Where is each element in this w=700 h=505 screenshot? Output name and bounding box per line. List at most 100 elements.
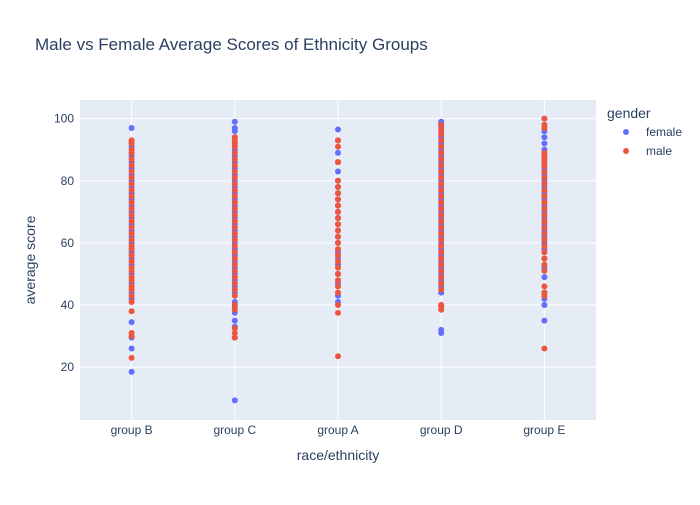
data-point-male xyxy=(438,205,445,212)
data-point-female xyxy=(128,319,135,326)
legend-label-male: male xyxy=(646,144,672,158)
data-point-male xyxy=(438,143,445,150)
data-point-female xyxy=(128,345,135,352)
data-point-male xyxy=(438,168,445,175)
data-point-male xyxy=(231,261,238,268)
data-point-male xyxy=(438,174,445,181)
data-point-male xyxy=(128,174,135,181)
data-point-male xyxy=(541,283,548,290)
data-point-male xyxy=(541,168,548,175)
data-point-male xyxy=(231,168,238,175)
data-point-female xyxy=(541,134,548,141)
data-point-male xyxy=(231,199,238,206)
data-point-male xyxy=(541,224,548,231)
data-point-male xyxy=(541,218,548,225)
data-point-male xyxy=(541,249,548,256)
data-point-male xyxy=(438,211,445,218)
data-point-male xyxy=(541,121,548,128)
data-point-male xyxy=(335,233,341,240)
data-point-male xyxy=(231,274,238,281)
data-point-male xyxy=(128,193,135,200)
data-point-male xyxy=(438,267,445,274)
data-point-male xyxy=(231,267,238,274)
data-point-female xyxy=(541,302,548,309)
data-point-male xyxy=(541,230,548,237)
data-point-male xyxy=(128,264,135,271)
data-point-male xyxy=(231,174,238,181)
data-point-male xyxy=(541,267,548,274)
data-point-male xyxy=(231,211,238,218)
data-point-male xyxy=(438,236,445,243)
data-point-male xyxy=(438,193,445,200)
data-point-male xyxy=(541,289,548,296)
data-point-male xyxy=(128,292,135,299)
data-point-male xyxy=(541,180,548,187)
data-point-male xyxy=(231,306,238,313)
data-point-male xyxy=(335,283,341,290)
data-point-female xyxy=(541,140,548,147)
data-point-female xyxy=(335,149,341,156)
data-point-male xyxy=(438,249,445,256)
data-point-male xyxy=(231,325,238,332)
data-point-female xyxy=(541,274,548,281)
data-point-male xyxy=(231,162,238,169)
data-point-male xyxy=(335,202,341,209)
legend-title: gender xyxy=(607,105,651,121)
data-point-male xyxy=(231,255,238,262)
data-point-male xyxy=(128,218,135,225)
y-axis-title: average score xyxy=(22,215,38,304)
data-point-male xyxy=(335,264,341,271)
data-point-male xyxy=(128,137,135,144)
data-point-male xyxy=(231,156,238,163)
data-point-male xyxy=(128,236,135,243)
data-point-male xyxy=(128,205,135,212)
data-point-male xyxy=(335,302,341,309)
data-point-female xyxy=(231,118,238,125)
data-point-male xyxy=(541,205,548,212)
data-point-male xyxy=(231,330,238,337)
data-point-male xyxy=(541,174,548,181)
data-point-male xyxy=(231,334,238,341)
data-point-male xyxy=(541,243,548,250)
data-point-female xyxy=(541,317,548,324)
data-point-male xyxy=(231,236,238,243)
data-point-male xyxy=(438,302,445,309)
data-point-male xyxy=(335,309,341,316)
data-point-male xyxy=(231,180,238,187)
data-point-male xyxy=(128,146,135,153)
data-point-male xyxy=(541,345,548,352)
data-point-male xyxy=(128,258,135,265)
data-point-male xyxy=(335,177,341,184)
data-point-male xyxy=(335,159,341,166)
data-point-male xyxy=(128,156,135,163)
data-point-male xyxy=(438,218,445,225)
data-point-male xyxy=(438,286,445,293)
data-point-female xyxy=(335,168,341,175)
data-point-male xyxy=(335,270,341,277)
data-point-male xyxy=(128,187,135,194)
data-point-male xyxy=(231,286,238,293)
data-point-female xyxy=(231,317,238,324)
data-point-male xyxy=(335,353,341,360)
data-point-male xyxy=(541,115,548,122)
x-tick-label: group A xyxy=(317,423,358,437)
data-point-male xyxy=(128,168,135,175)
x-tick-label: group E xyxy=(523,423,565,437)
data-point-female xyxy=(128,124,135,131)
data-point-male xyxy=(335,208,341,215)
data-point-male xyxy=(438,131,445,138)
x-axis-title: race/ethnicity xyxy=(297,447,379,463)
data-point-male xyxy=(128,252,135,259)
x-tick-label: group D xyxy=(420,423,463,437)
data-point-male xyxy=(335,215,341,222)
data-point-male xyxy=(438,243,445,250)
data-point-male xyxy=(231,230,238,237)
data-point-male xyxy=(231,218,238,225)
data-point-male xyxy=(231,134,238,141)
data-point-male xyxy=(335,137,341,144)
data-point-male xyxy=(541,149,548,156)
data-point-male xyxy=(231,187,238,194)
data-point-male xyxy=(335,246,341,253)
data-point-male xyxy=(541,255,548,262)
